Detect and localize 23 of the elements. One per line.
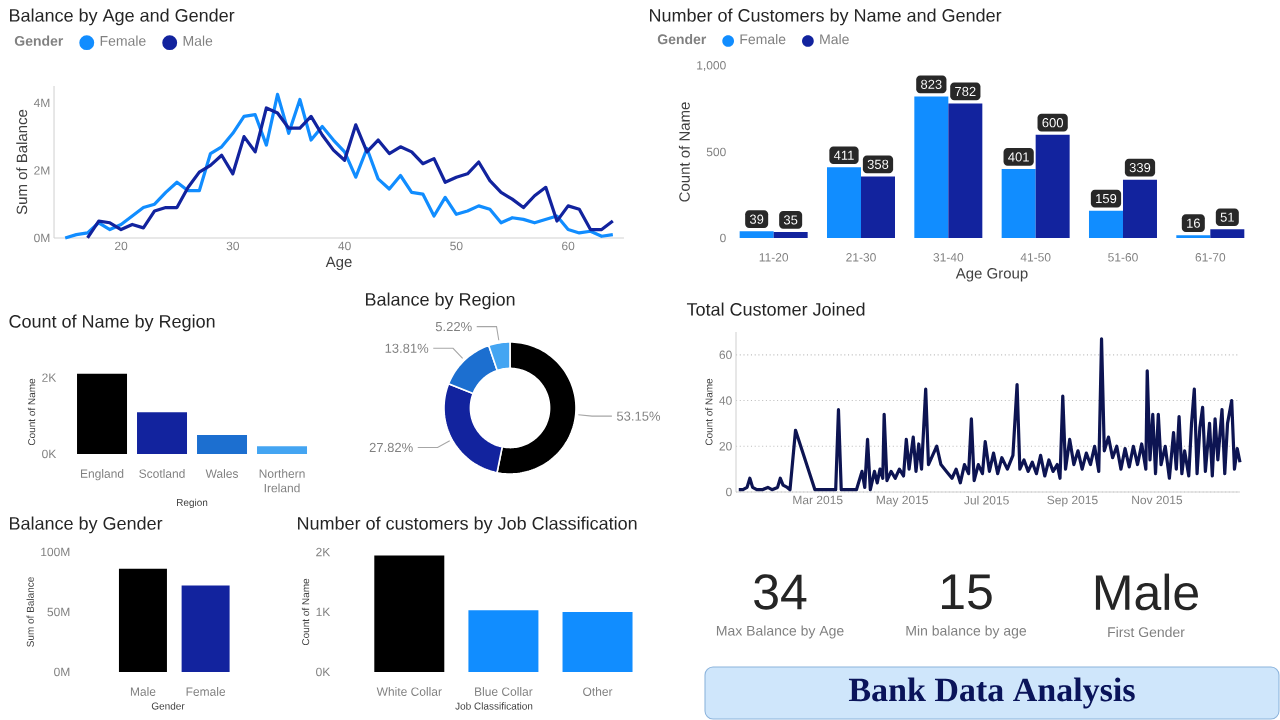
bar [77,373,128,454]
bar [562,611,633,672]
bar [1210,229,1245,238]
chart-title: Balance by Region [365,292,515,310]
text: 15 [942,574,992,610]
chart-title: Balance by Age and Gender [10,8,235,26]
bar [826,167,861,238]
chart-title: Total Customer Joined [686,302,865,316]
bar [197,434,248,454]
text: Bank Data Analysis [848,677,1135,709]
chart-title: Count of Name by Region [9,314,215,332]
text: Male [1095,573,1198,611]
bar [468,610,539,672]
bar [739,231,774,238]
text: 34 [754,574,807,610]
bar [257,446,308,454]
chart-title: Balance by Gender [10,516,163,534]
bar [374,555,445,672]
bar [137,412,188,454]
chart-title: Number of Customers by Name and Gender [650,8,1002,26]
line-series [737,337,1242,492]
bar [1001,169,1036,238]
chart-title: Number of customers by Job Classification [298,516,637,534]
